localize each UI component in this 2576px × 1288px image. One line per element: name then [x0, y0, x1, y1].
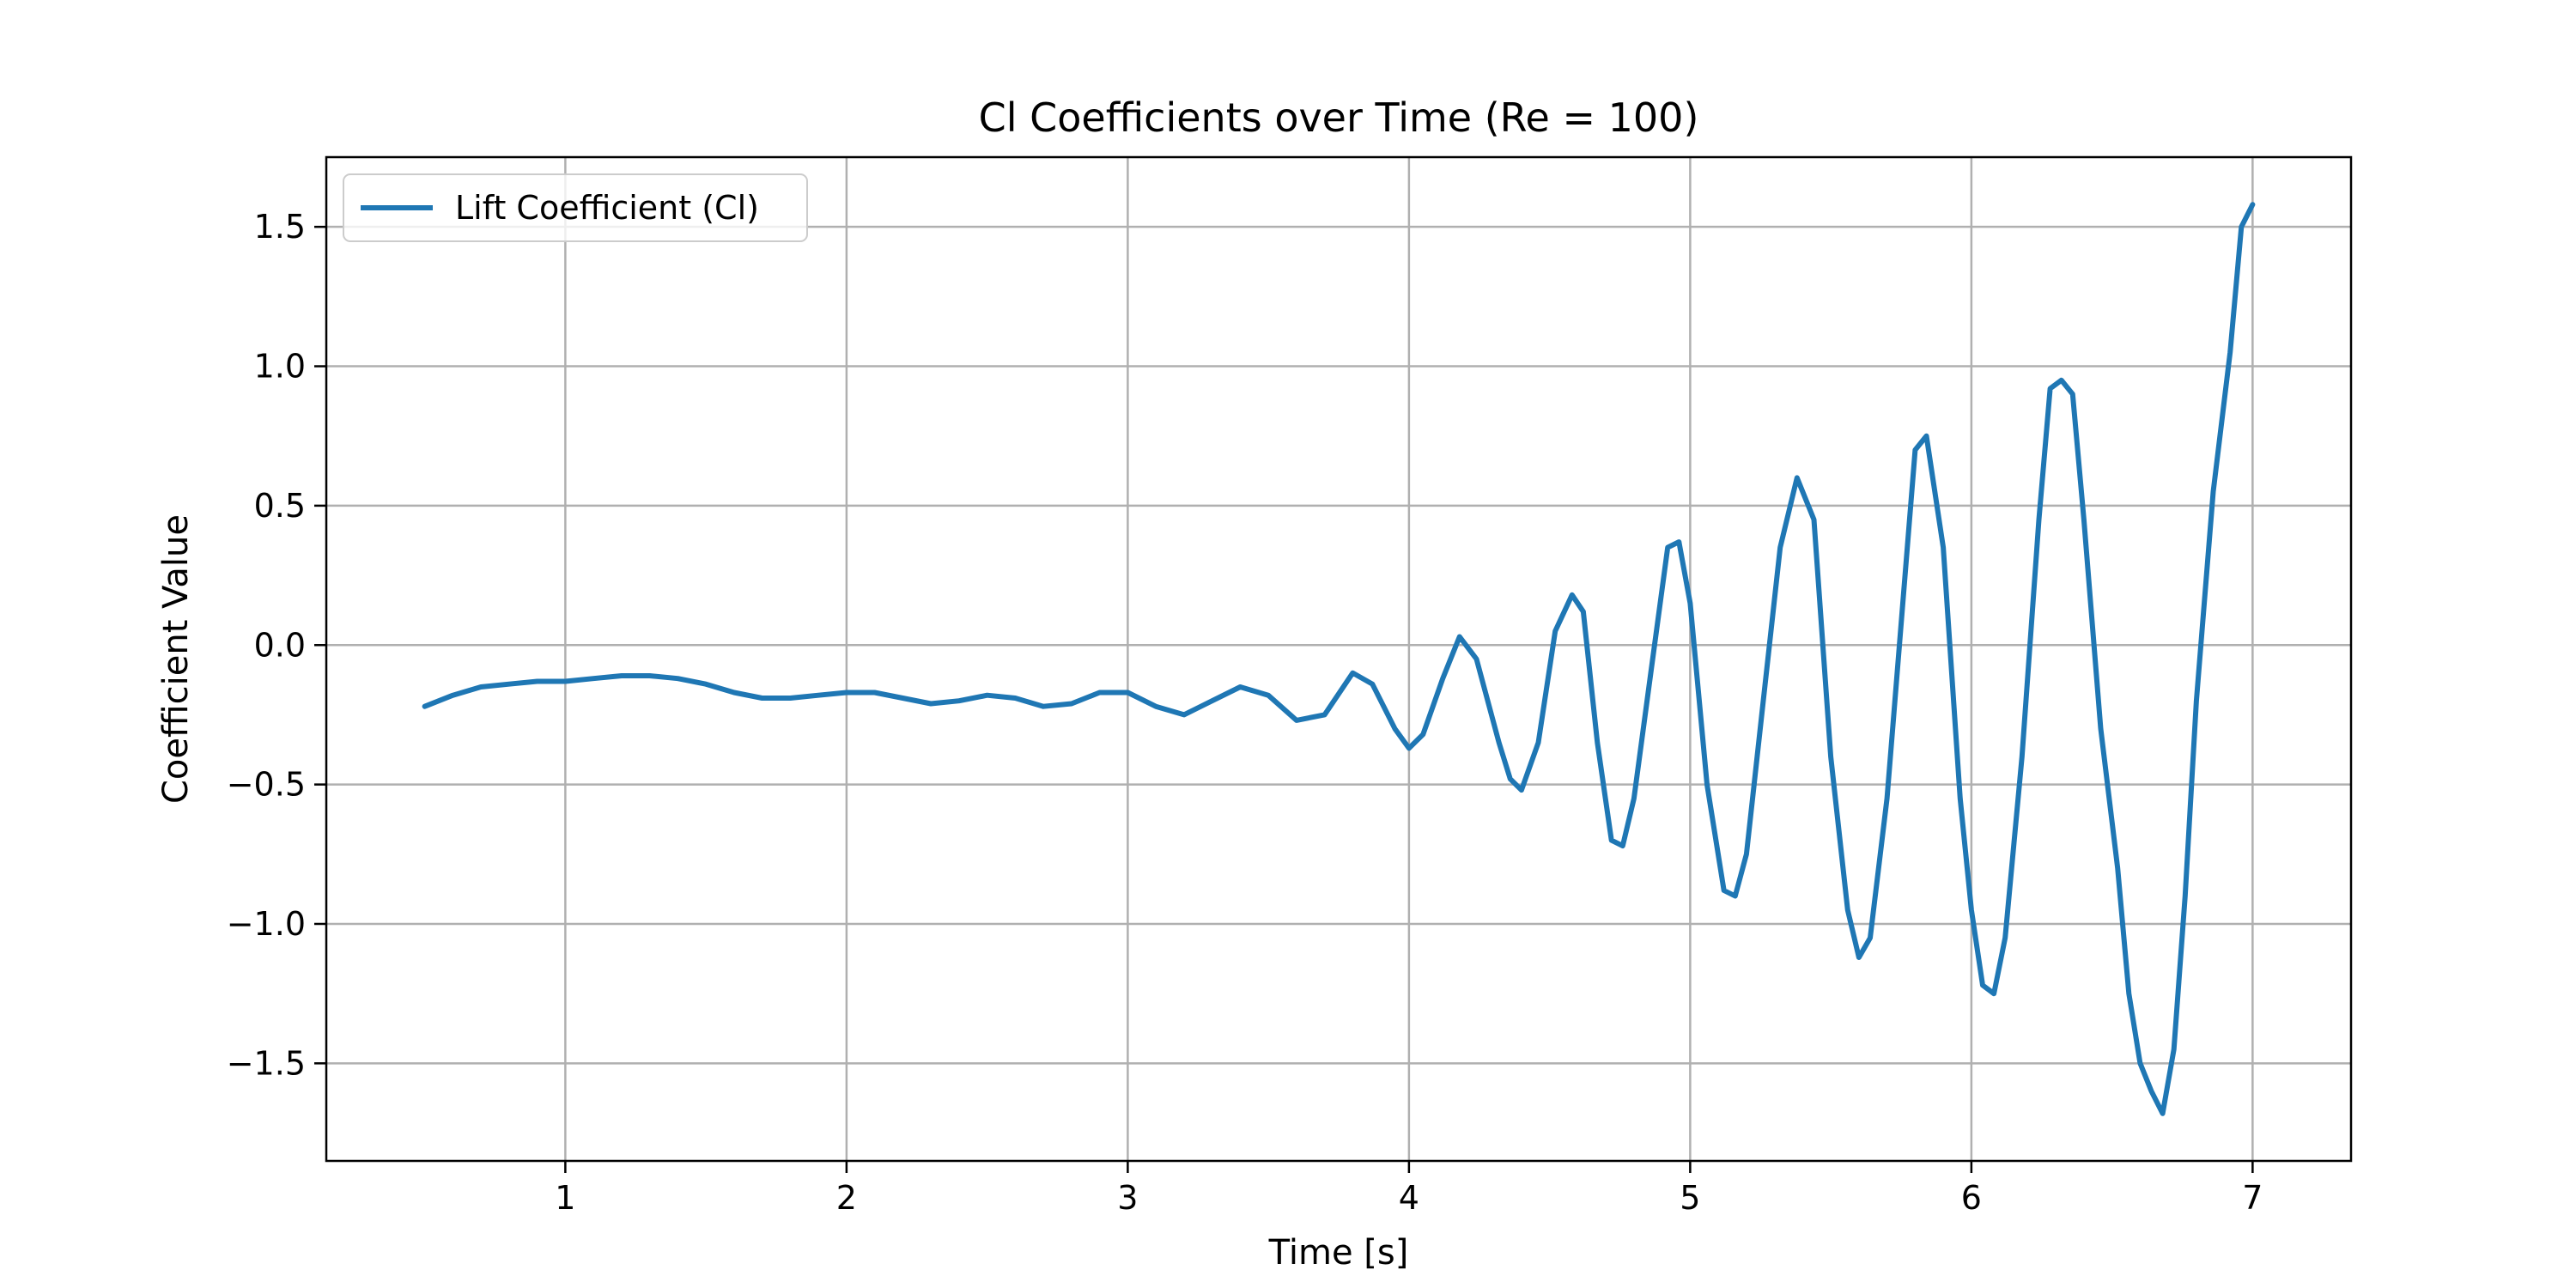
- y-tick-label: 0.5: [254, 487, 306, 525]
- axes-frame: [325, 155, 2353, 1163]
- plot-area: [422, 202, 2256, 1116]
- x-tick-label: 3: [1117, 1179, 1138, 1217]
- x-tick-label: 1: [555, 1179, 575, 1217]
- x-tick-label: 2: [836, 1179, 857, 1217]
- y-tick-label: −1.0: [227, 905, 306, 943]
- legend: Lift Coefficient (Cl): [343, 173, 808, 242]
- y-tick-label: −1.5: [227, 1044, 306, 1082]
- x-tick-label: 5: [1680, 1179, 1700, 1217]
- grid: [326, 157, 2351, 1161]
- tick-marks: 1 2 3 4 5 6 7 −1.5 −1.0 −0.5 0.0 0.5 1.0 1.5: [227, 208, 2263, 1217]
- x-tick-label: 4: [1399, 1179, 1419, 1217]
- y-tick-label: −0.5: [227, 766, 306, 804]
- y-tick-label: 0.0: [254, 626, 306, 664]
- x-axis-label: Time [s]: [1268, 1233, 1409, 1273]
- legend-label: Lift Coefficient (Cl): [455, 189, 759, 227]
- y-tick-label: 1.0: [254, 348, 306, 386]
- x-tick-label: 7: [2242, 1179, 2263, 1217]
- series-line-lift-coefficient: [422, 202, 2256, 1116]
- y-tick-label: 1.5: [254, 208, 306, 246]
- chart-title: Cl Coefficients over Time (Re = 100): [979, 94, 1699, 141]
- y-axis-label: Coefficient Value: [156, 514, 196, 804]
- legend-box: [343, 173, 808, 242]
- x-tick-label: 6: [1961, 1179, 1982, 1217]
